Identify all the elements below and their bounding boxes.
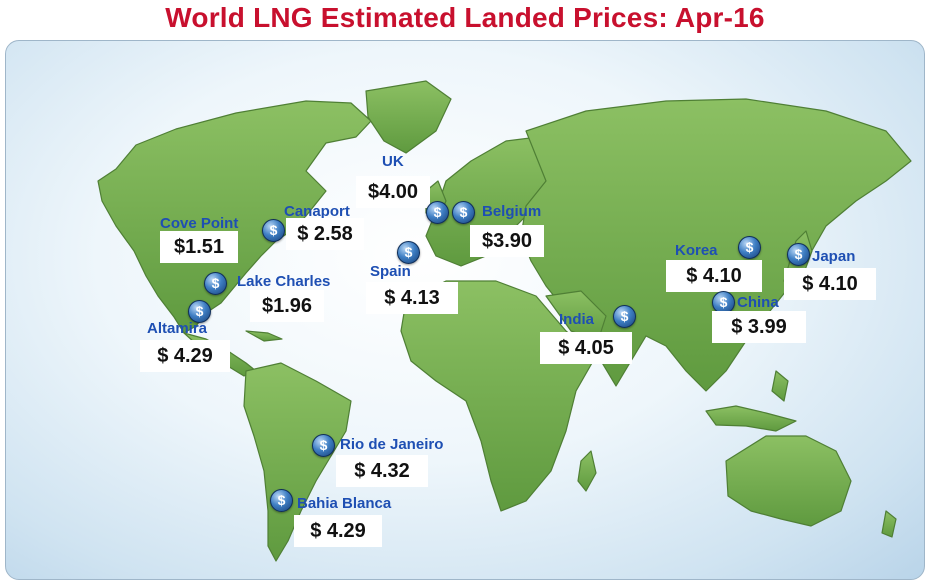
price-box-bahia-blanca: $ 4.29 — [294, 515, 382, 547]
price-box-uk: $4.00 — [356, 176, 430, 208]
dollar-coin-icon-korea[interactable]: $ — [738, 236, 761, 259]
new-zealand-landmass — [881, 510, 897, 538]
dollar-coin-icon-spain[interactable]: $ — [397, 241, 420, 264]
marker-label-cove-point: Cove Point — [160, 215, 239, 232]
marker-label-bahia-blanca: Bahia Blanca — [297, 495, 392, 512]
map-title: World LNG Estimated Landed Prices: Apr-1… — [165, 2, 765, 33]
marker-label-canaport: Canaport — [284, 203, 350, 220]
price-box-japan: $ 4.10 — [784, 268, 876, 300]
philippines-landmass — [771, 370, 789, 402]
indonesia-landmass — [705, 405, 797, 432]
dollar-coin-icon-uk[interactable]: $ — [426, 201, 449, 224]
dollar-coin-icon-belgium[interactable]: $ — [452, 201, 475, 224]
arabia-landmass — [545, 290, 607, 342]
marker-label-uk: UK — [382, 153, 404, 170]
price-box-korea: $ 4.10 — [666, 260, 762, 292]
marker-label-lake-charles: Lake Charles — [237, 273, 331, 290]
price-box-canaport: $ 2.58 — [286, 218, 364, 250]
marker-label-india: India — [559, 311, 595, 328]
marker-label-korea: Korea — [675, 242, 718, 259]
dollar-coin-icon-japan[interactable]: $ — [787, 243, 810, 266]
price-box-china: $ 3.99 — [712, 311, 806, 343]
dollar-coin-icon-bahia-blanca[interactable]: $ — [270, 489, 293, 512]
marker-label-rio-de-janeiro: Rio de Janeiro — [340, 436, 444, 453]
marker-label-spain: Spain — [370, 263, 411, 280]
marker-label-altamira: Altamira — [147, 320, 208, 337]
price-box-spain: $ 4.13 — [366, 282, 458, 314]
madagascar-landmass — [577, 450, 597, 492]
price-box-india: $ 4.05 — [540, 332, 632, 364]
marker-label-japan: Japan — [812, 248, 856, 265]
dollar-coin-icon-india[interactable]: $ — [613, 305, 636, 328]
price-box-rio-de-janeiro: $ 4.32 — [336, 455, 428, 487]
continents-layer — [97, 80, 912, 562]
price-box-belgium: $3.90 — [470, 225, 544, 257]
caribbean-landmass — [245, 330, 283, 342]
world-map — [5, 40, 925, 580]
dollar-coin-icon-rio-de-janeiro[interactable]: $ — [312, 434, 335, 457]
north-america-landmass — [97, 100, 372, 334]
australia-landmass — [725, 435, 852, 527]
dollar-coin-icon-china[interactable]: $ — [712, 291, 735, 314]
greenland-landmass — [365, 80, 452, 154]
price-box-lake-charles: $1.96 — [250, 290, 324, 322]
marker-label-china: China — [737, 294, 779, 311]
price-box-altamira: $ 4.29 — [140, 340, 230, 372]
dollar-coin-icon-lake-charles[interactable]: $ — [204, 272, 227, 295]
dollar-coin-icon-altamira[interactable]: $ — [188, 300, 211, 323]
price-box-cove-point: $1.51 — [160, 231, 238, 263]
dollar-coin-icon-cove-point[interactable]: $ — [262, 219, 285, 242]
marker-label-belgium: Belgium — [482, 203, 542, 220]
